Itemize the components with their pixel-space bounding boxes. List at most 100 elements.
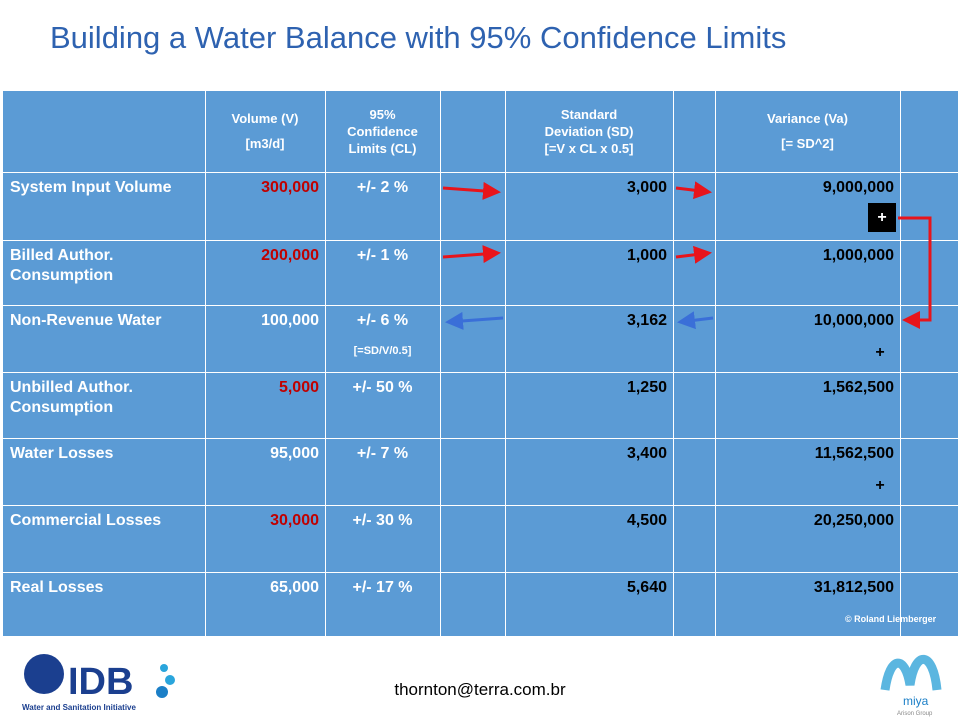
table-cell (715, 438, 901, 506)
row-label: System Input Volume (10, 179, 172, 196)
sum-sign: + (877, 209, 887, 226)
row-label: Water Losses (10, 445, 114, 462)
volume: 5,000 (278, 379, 319, 396)
column-header: Limits (CL) (348, 140, 417, 156)
row-label: Billed Author. Consumption (10, 247, 114, 284)
row-label: Commercial Losses (10, 512, 162, 529)
idb-caption: Water and Sanitation Initiative (22, 703, 136, 712)
variance: 10,000,000 (813, 312, 894, 329)
standard-deviation: 4,500 (626, 512, 667, 529)
standard-deviation: 3,162 (626, 312, 667, 329)
table-cell (900, 372, 959, 439)
sum-box (868, 203, 896, 232)
miya-caption: Arison Group (897, 711, 933, 717)
column-header: [=V x CL x 0.5] (544, 140, 634, 156)
table-cell (715, 305, 901, 373)
variance: 1,562,500 (822, 379, 894, 396)
miya-logo: miya Arison Group (880, 654, 942, 717)
confidence-limit: +/- 1 % (356, 247, 409, 264)
table-cell (440, 505, 506, 573)
variance: 1,000,000 (822, 247, 894, 264)
column-header: Variance (Va) (767, 111, 848, 126)
column-header: Deviation (SD) (544, 123, 634, 139)
confidence-limit: +/- 2 % (356, 179, 409, 196)
table-cell (673, 438, 716, 506)
table-cell (440, 438, 506, 506)
credit: © Roland Liemberger (845, 614, 937, 624)
table-cell (715, 90, 901, 173)
row-label: Real Losses (10, 579, 104, 596)
column-header: [m3/d] (245, 136, 285, 151)
confidence-limit: +/- 7 % (356, 445, 409, 462)
table-cell (900, 505, 959, 573)
plus-sign: + (875, 344, 885, 361)
table-cell (673, 90, 716, 173)
table-cell (205, 305, 326, 373)
red-arrows (442, 181, 932, 329)
table-cell (325, 172, 441, 241)
volume: 200,000 (261, 247, 319, 264)
confidence-limit: +/- 50 % (352, 379, 413, 396)
table-cell (325, 372, 441, 439)
variance: 20,250,000 (813, 512, 894, 529)
volume: 65,000 (270, 579, 319, 596)
idb-text: IDB (68, 661, 133, 703)
table-cell (325, 438, 441, 506)
table-cell (325, 90, 441, 173)
row-label: Non-Revenue Water (10, 312, 162, 329)
table-cell (440, 572, 506, 637)
miya-text: miya (903, 694, 929, 708)
plus-sign: + (875, 477, 885, 494)
table-cell (325, 572, 441, 637)
row-label: Unbilled Author. Consumption (10, 379, 133, 416)
variance: 11,562,500 (814, 445, 894, 462)
table-cell (900, 438, 959, 506)
volume: 95,000 (270, 445, 319, 462)
column-header: [= SD^2] (781, 136, 834, 151)
standard-deviation: 3,000 (626, 179, 667, 196)
table-cell (2, 172, 206, 241)
table-cell (505, 372, 674, 439)
table-cell (205, 505, 326, 573)
table-cell (673, 505, 716, 573)
column-header: 95% (369, 106, 396, 122)
blue-arrows (445, 311, 714, 330)
table-cell (900, 572, 959, 637)
table-cell (440, 90, 506, 173)
variance: 9,000,000 (822, 179, 894, 196)
table-cell (900, 90, 959, 173)
table-cell (505, 572, 674, 637)
table-cell (205, 572, 326, 637)
column-header: Volume (V) (231, 111, 299, 126)
confidence-limit: +/- 30 % (352, 512, 413, 529)
idb-logo: IDB Water and Sanitation Initiative (22, 654, 175, 712)
email: thornton@terra.com.br (394, 680, 566, 699)
column-header: Confidence (347, 123, 418, 139)
table-cell (2, 572, 206, 637)
table-cell (205, 240, 326, 306)
table-cell (325, 240, 441, 306)
standard-deviation: 1,250 (626, 379, 667, 396)
confidence-limit: +/- 6 % (356, 312, 409, 329)
table-cell (505, 172, 674, 241)
table-cell (715, 372, 901, 439)
table: Volume (V) [m3/d] 95% Confidence Limits (CL)… (2, 90, 959, 637)
table-cell (505, 505, 674, 573)
standard-deviation: 5,640 (626, 579, 667, 596)
table-cell (2, 372, 206, 439)
volume: 300,000 (261, 179, 319, 196)
table-cell (505, 305, 674, 373)
table-cell (715, 572, 901, 637)
arrows (442, 181, 932, 330)
standard-deviation: 3,400 (626, 445, 667, 462)
volume: 100,000 (261, 312, 319, 329)
slide-title: Building a Water Balance with 95% Confid… (50, 20, 787, 55)
column-header: Standard (560, 106, 618, 122)
confidence-limit: +/- 17 % (352, 579, 413, 596)
table-cell (505, 90, 674, 173)
variance: 31,812,500 (813, 579, 894, 596)
table-cell (2, 240, 206, 306)
table-cell (2, 90, 206, 173)
volume: 30,000 (270, 512, 319, 529)
